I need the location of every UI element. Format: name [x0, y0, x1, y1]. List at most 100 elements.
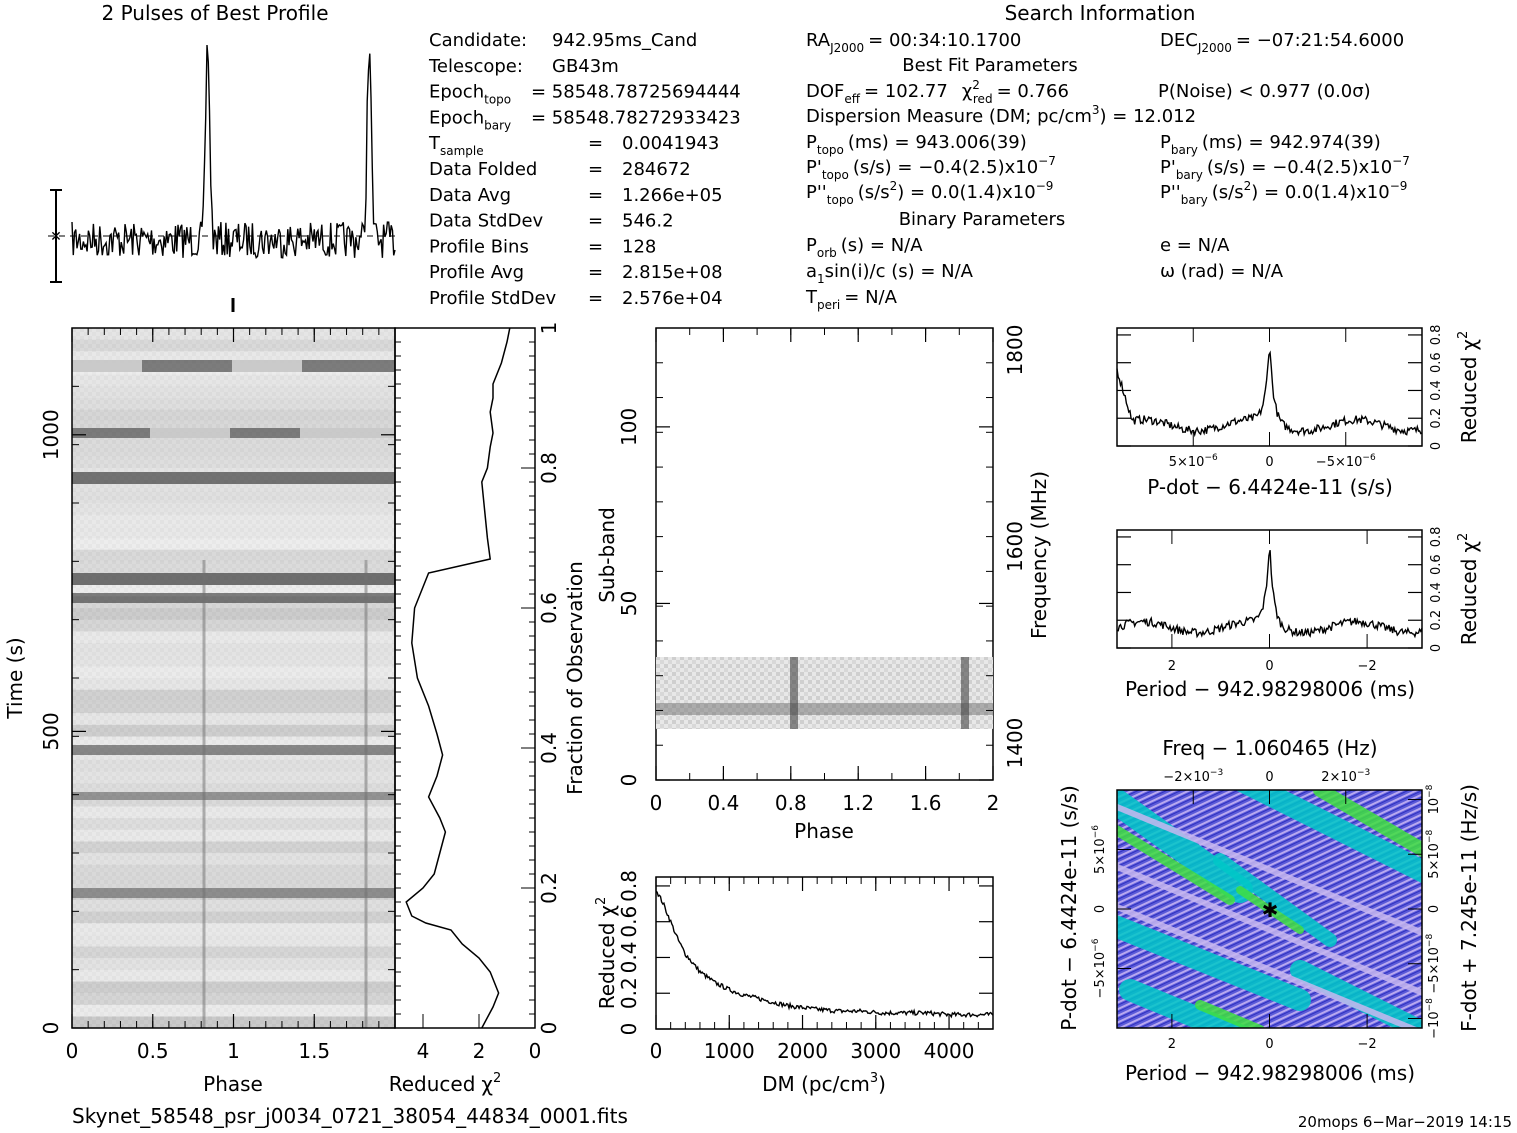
tp-row [72, 479, 395, 492]
top-tick-label: −2×10−3 [1163, 768, 1223, 785]
ra-label: RAJ2000 = 00:34:10.1700 [806, 30, 1021, 55]
per-ylabel: Reducedχ2 [1456, 533, 1481, 646]
cf-ylabel: Fraction of Observation [563, 561, 587, 795]
x-tick-label: 0 [1265, 659, 1273, 674]
x-tick-label: 0 [66, 1039, 79, 1063]
x-tick-label: 1.2 [842, 791, 874, 815]
x-tick-label: 0 [650, 1039, 663, 1063]
x-tick-label: −5×10−6 [1316, 453, 1376, 470]
x-tick-label: 0 [650, 791, 663, 815]
cand-row-eq: = [588, 159, 603, 180]
ppdot-band [1117, 863, 1422, 996]
y-tick-label: 0.8 [1429, 325, 1444, 346]
pdot-topo: P'topo (s/s) = −0.4(2.5)x10−7 [806, 154, 1056, 182]
tp-row [72, 713, 395, 725]
tp-row [72, 911, 395, 924]
tp-row [72, 678, 395, 690]
tp-row [72, 864, 395, 877]
pdot-curve-line [1116, 350, 1423, 438]
tp-dark-band [72, 593, 395, 603]
tp-row [72, 958, 395, 970]
tp-row [72, 666, 395, 679]
y-tick-label: 100 [617, 408, 641, 446]
x-tick-label: 2 [473, 1039, 486, 1063]
pdot-curve-plot: 5×10−6 0 −5×10−6 0 0.2 0.4 0.6 0.8 [1116, 325, 1444, 470]
cand-row-value: 2.576e+04 [622, 288, 723, 309]
tp-dark-band [72, 428, 395, 438]
ppdot-band [1119, 979, 1252, 1028]
tp-row [72, 456, 395, 469]
y-tick-label: 0 [617, 774, 641, 787]
profile-plot: ✕ [48, 44, 396, 283]
cand-row-value: 284672 [622, 159, 691, 180]
tp-row [72, 339, 395, 352]
tp-row [72, 549, 395, 562]
ppdot-band [1235, 790, 1422, 884]
y-tick-label: 0 [1429, 442, 1444, 450]
x-tick-label: 0.8 [775, 791, 807, 815]
y-tick-label: 0.4 [537, 732, 561, 764]
dof-label: DOFeff = 102.77 χ2 red = 0.766 [806, 78, 1069, 106]
tp-row [72, 643, 395, 655]
profile-errorbar: ✕ [50, 189, 62, 283]
ppdot-plot: ✱ 2 0 −2 −2×10−3 0 2×10−3 5×10−6 0 −5×10−6 −10−8 −… [1091, 768, 1442, 1052]
binary-title: Binary Parameters [899, 209, 1066, 230]
cand-row-value: 1.266e+05 [622, 185, 723, 206]
cand-row-label: Candidate: [429, 30, 527, 51]
tp-row [72, 538, 395, 550]
y-tick-label: 0 [1429, 644, 1444, 652]
tp-row [72, 724, 395, 737]
y-tick-label: 0 [617, 1023, 641, 1036]
x-tick-label: 2 [1168, 1037, 1176, 1052]
cand-row-value: 546.2 [622, 211, 674, 232]
y-tick-label: 0.4 [1429, 380, 1444, 401]
cand-row-value: 128 [622, 236, 656, 257]
x-tick-label: 2 [1168, 659, 1176, 674]
profile-line [71, 44, 396, 260]
x-tick-label: 1.6 [910, 791, 942, 815]
dm-xlabel: DM (pc/cm3) [762, 1071, 886, 1096]
ptopo: Ptopo (ms) = 943.006(39) [806, 132, 1027, 157]
pddot-bary: P''bary (s/s2) = 0.0(1.4)x10−9 [1160, 179, 1407, 207]
y-tick-label: 0 [1093, 905, 1108, 913]
y-tick-label: 0.8 [537, 452, 561, 484]
ppdot-band [1313, 790, 1422, 858]
tperi: Tperi = N/A [805, 287, 898, 312]
chi-fraction-plot: 4 2 0 0 0.2 0.4 0.6 0.8 1 [394, 322, 561, 1063]
cand-row-eq: = [588, 211, 603, 232]
pdot-bary: P'bary (s/s) = −0.4(2.5)x10−7 [1160, 154, 1410, 182]
x-tick-label: 0 [1265, 455, 1273, 470]
x-tick-label: −2 [1358, 659, 1377, 674]
tp-row [72, 503, 395, 515]
pp-xlabel: Period − 942.98298006 (ms) [1125, 1061, 1415, 1085]
tp-row [72, 934, 395, 947]
y-tick-label: 0.6 [537, 592, 561, 624]
x-tick-label: −2 [1358, 1037, 1377, 1052]
cand-row-label: Epochtopo [429, 82, 511, 107]
y2-tick-label: 0 [1427, 905, 1442, 913]
period-curve-plot: 2 0 −2 0 0.2 0.4 0.6 0.8 [1116, 527, 1444, 674]
x-tick-label: 0 [529, 1039, 542, 1063]
chi-fraction-line [405, 327, 511, 1029]
cand-row-eq: = [588, 288, 603, 309]
best-fit-title: Best Fit Parameters [902, 55, 1077, 76]
dm-value: Dispersion Measure (DM; pc/cm3) = 12.012 [806, 103, 1196, 127]
tp-row [72, 444, 395, 457]
tp-row [72, 829, 395, 842]
best-fit-marker: ✱ [1262, 898, 1279, 922]
ppdot-band [1290, 960, 1422, 1028]
x-tick-label: 1.5 [298, 1039, 330, 1063]
tp-row [72, 818, 395, 830]
ppdot-band [1117, 803, 1422, 936]
x-tick-label: 5×10−6 [1169, 453, 1218, 470]
svg-text:✕: ✕ [50, 229, 62, 245]
tp-row [72, 888, 395, 900]
pddot-topo: P''topo (s/s2) = 0.0(1.4)x10−9 [806, 179, 1053, 207]
tp-dark-band [72, 888, 395, 898]
tp-row [72, 899, 395, 912]
pbary: Pbary (ms) = 942.974(39) [1160, 132, 1381, 157]
y2-tick-label: −5×10−8 [1425, 934, 1442, 994]
y-tick-label: 0 [537, 1022, 561, 1035]
tp-ylabel: Time (s) [3, 637, 27, 719]
